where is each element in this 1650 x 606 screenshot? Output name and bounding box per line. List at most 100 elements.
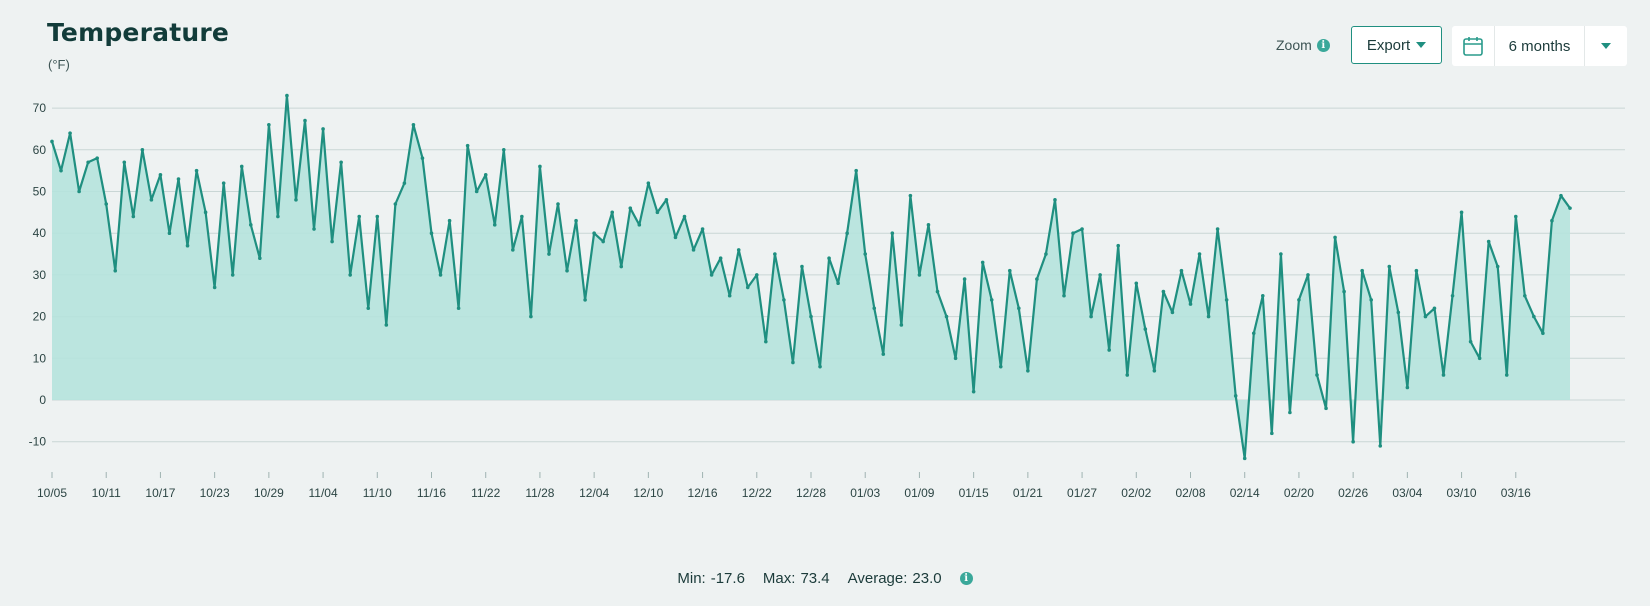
data-point	[1215, 227, 1220, 231]
data-point	[50, 139, 54, 144]
data-point	[601, 239, 605, 244]
data-point	[872, 306, 877, 311]
max-value: 73.4	[800, 570, 830, 587]
x-tick-label: 12/16	[688, 486, 718, 500]
data-point	[456, 306, 461, 311]
data-point	[890, 231, 895, 235]
data-point	[773, 252, 777, 256]
data-point	[267, 122, 271, 127]
x-tick-label: 10/17	[145, 486, 175, 500]
data-point	[700, 227, 705, 231]
data-point	[393, 202, 398, 206]
data-point	[1107, 348, 1111, 352]
x-tick-label: 12/10	[633, 486, 663, 500]
data-point	[149, 198, 154, 202]
data-point	[1459, 210, 1464, 215]
data-point	[375, 214, 380, 219]
data-point	[962, 277, 967, 281]
data-point	[782, 298, 786, 302]
x-tick-label: 02/08	[1175, 486, 1205, 500]
data-point	[764, 339, 768, 344]
data-point	[420, 156, 425, 160]
zoom-label: Zoom	[1276, 37, 1312, 53]
range-value[interactable]: 6 months	[1495, 26, 1585, 66]
calendar-button[interactable]	[1452, 26, 1495, 66]
data-point	[1206, 314, 1211, 319]
x-tick-label: 02/20	[1284, 486, 1314, 500]
data-point	[1486, 239, 1491, 244]
data-point	[709, 273, 714, 277]
data-point	[1513, 214, 1518, 219]
data-point	[791, 360, 795, 365]
x-tick-label: 01/09	[904, 486, 934, 500]
data-point	[989, 298, 994, 302]
data-point	[1468, 339, 1473, 344]
x-tick-label: 03/16	[1501, 486, 1531, 500]
y-tick-label: 70	[33, 101, 47, 115]
data-point	[1152, 369, 1157, 373]
data-point	[438, 273, 443, 277]
info-icon[interactable]: i	[1316, 38, 1330, 52]
data-point	[230, 273, 235, 277]
export-button[interactable]: Export	[1351, 26, 1442, 64]
data-point	[1423, 314, 1428, 319]
y-tick-label: 0	[39, 393, 46, 407]
data-point	[944, 314, 949, 319]
data-point	[1260, 293, 1265, 298]
data-point	[348, 273, 352, 277]
data-point	[1007, 268, 1012, 273]
data-point	[131, 214, 136, 219]
data-point	[691, 248, 696, 252]
x-tick-label: 12/04	[579, 486, 609, 500]
data-point	[1089, 314, 1093, 319]
data-point	[176, 177, 181, 181]
data-point	[1450, 293, 1455, 298]
data-point	[1441, 373, 1446, 377]
y-tick-label: 10	[33, 351, 47, 365]
data-point	[727, 293, 732, 298]
min-label: Min:	[677, 570, 706, 587]
data-point	[1495, 264, 1500, 269]
range-dropdown-button[interactable]	[1585, 26, 1627, 66]
data-point	[646, 181, 651, 185]
info-icon[interactable]: i	[959, 572, 973, 585]
data-point	[854, 168, 858, 173]
data-point	[303, 118, 307, 123]
data-point	[628, 206, 633, 210]
export-label: Export	[1366, 36, 1411, 54]
data-point	[276, 214, 280, 219]
zoom-control[interactable]: Zoom i	[1276, 37, 1330, 53]
data-point	[1179, 268, 1184, 273]
x-tick-label: 10/23	[200, 486, 230, 500]
data-point	[1270, 431, 1274, 436]
temperature-chart[interactable]: 70 60 50 40 30 20 10 0 -10 10/05 10/11 10/17 10/23 10…	[0, 0, 1650, 520]
data-point	[926, 223, 931, 227]
data-point	[1315, 373, 1319, 377]
data-point	[1035, 277, 1039, 281]
data-point	[1224, 298, 1229, 302]
data-point	[86, 160, 90, 165]
data-point	[547, 252, 551, 256]
data-point	[1559, 193, 1563, 198]
data-point	[68, 131, 72, 135]
data-point	[718, 256, 723, 261]
data-point	[998, 364, 1003, 369]
data-point	[827, 256, 831, 261]
data-point	[1378, 444, 1383, 448]
data-point	[1080, 227, 1084, 231]
data-point	[836, 281, 840, 286]
data-point	[140, 148, 145, 152]
data-point	[736, 248, 741, 252]
data-point	[953, 356, 958, 361]
data-point	[664, 198, 669, 202]
y-tick-label: 20	[33, 310, 47, 324]
data-point	[754, 273, 759, 277]
x-tick-label: 10/05	[37, 486, 67, 500]
data-point	[610, 210, 615, 215]
date-range-selector[interactable]: 6 months	[1452, 26, 1627, 66]
area-fill	[52, 95, 1570, 459]
data-point	[1324, 406, 1328, 411]
data-point	[899, 323, 904, 327]
data-point	[511, 248, 515, 252]
data-point	[1233, 394, 1238, 398]
